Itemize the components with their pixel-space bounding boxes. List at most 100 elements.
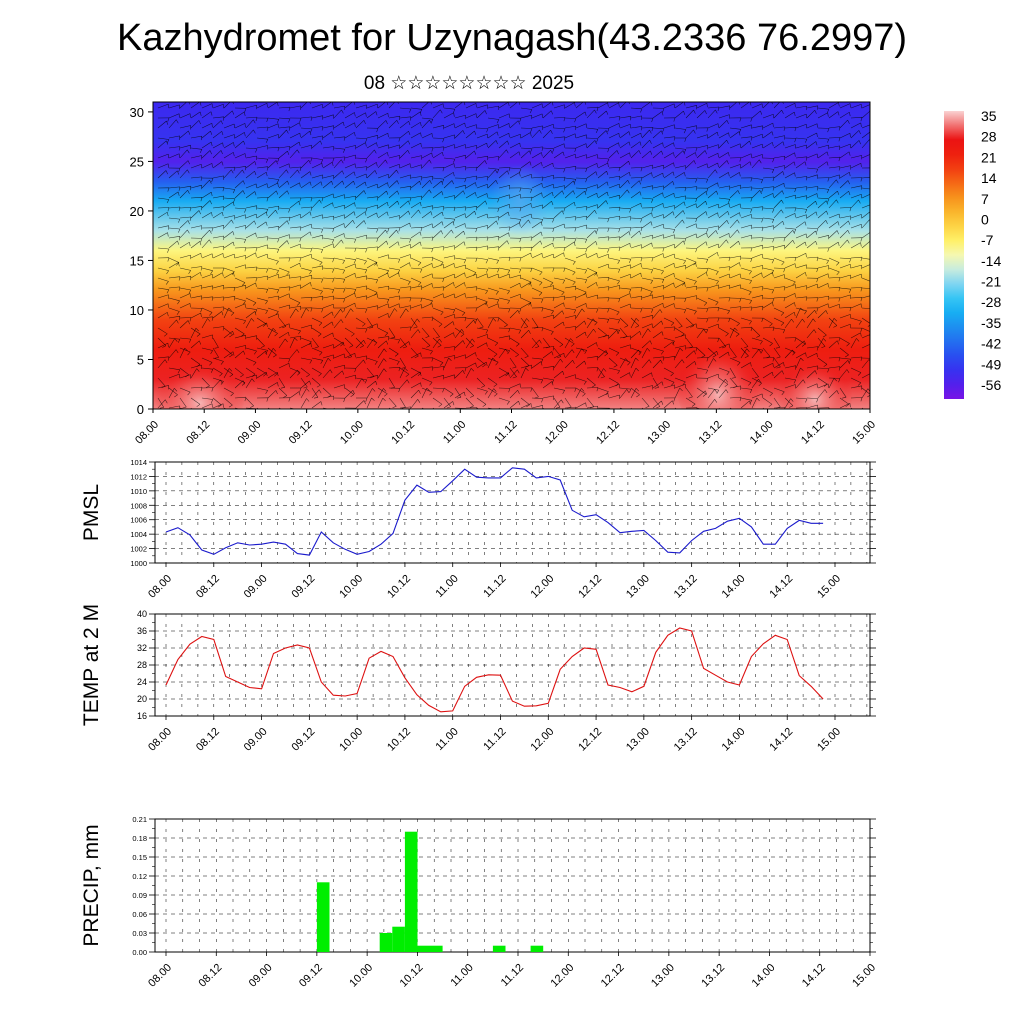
wind-barb-flag [420,132,422,137]
wind-barb-flag [350,308,354,312]
wind-barb-flag [596,367,599,372]
wind-barb-flag [519,187,522,192]
wind-barb [256,103,268,109]
wind-barb-flag [214,357,219,359]
wind-barb-flag [540,240,543,245]
wind-barb [718,120,728,129]
wind-barb [487,236,499,239]
wind-barb-flag [200,308,203,313]
wind-barb-flag [596,342,598,347]
wind-barb [806,256,819,259]
wind-barb [685,125,697,129]
wind-barb-flag [266,126,269,131]
wind-barb [234,247,247,249]
wind-barb [388,180,398,189]
wind-barb [718,220,728,229]
wind-barb-flag [706,103,708,108]
wind-barb-flag [209,312,213,316]
wind-barb-flag [638,349,641,354]
wind-barb-flag [229,334,233,338]
wind-barb [300,231,311,239]
wind-barb-flag [628,259,632,264]
wind-barb-flag [800,357,804,361]
wind-barb [520,252,531,259]
wind-barb [773,220,783,229]
wind-barb-flag [242,382,246,386]
wind-barb [256,317,267,325]
wind-barb-flag [663,185,665,190]
wind-barb [696,150,706,159]
wind-barb-flag [551,351,554,356]
wind-barb [278,357,291,360]
wind-barb [795,340,805,349]
wind-barb [476,257,488,260]
wind-barb [630,226,643,229]
colorbar-label: 7 [981,191,989,207]
wind-barb-flag [731,377,736,379]
wind-barb [575,303,587,309]
wind-barb [718,377,729,385]
wind-barb-flag [519,268,522,273]
wind-barb [817,210,827,219]
wind-barb-flag [299,182,301,187]
wind-barb [806,370,816,379]
wind-barb-flag [430,350,433,355]
wind-barb-flag [706,268,709,273]
wind-barb-flag [607,218,610,223]
wind-barb [333,233,345,239]
wind-barb-flag [673,397,676,402]
wind-barb-flag [431,366,434,371]
wind-barb [663,162,674,169]
wind-barb-flag [266,172,268,177]
wind-barb-flag [332,258,335,263]
wind-barb-flag [617,260,620,264]
wind-barb [432,177,444,180]
wind-barb [410,304,422,309]
wind-barb-flag [440,109,443,114]
y-tick-label: 40 [137,609,147,619]
wind-barb-flag [265,139,269,143]
wind-barb [619,303,631,309]
wind-barb [487,347,498,355]
wind-barb [388,337,400,341]
wind-barb-flag [793,161,796,166]
wind-barb [652,309,661,319]
wind-barb [179,207,192,209]
wind-barb-flag [385,159,388,164]
wind-barb [817,161,828,169]
wind-barb-flag [417,399,421,403]
wind-barb-flag [363,190,366,195]
wind-barb-flag [560,358,563,363]
wind-barb [498,273,510,279]
wind-barb-flag [320,290,323,295]
wind-barb [663,263,675,269]
wind-barb [542,346,554,349]
wind-barb-flag [198,120,201,125]
wind-barb-flag [817,105,819,110]
wind-barb-flag [506,401,510,405]
wind-barb [707,350,717,359]
wind-barb-flag [715,109,718,114]
wind-barb [729,190,739,199]
wind-barb [399,116,411,119]
wind-barb [740,387,752,390]
wind-barb-flag [737,190,740,195]
wind-barb-flag [618,216,621,221]
wind-barb-flag [332,332,334,337]
wind-barb-flag [209,362,213,366]
wind-barb-flag [783,297,786,302]
x-tick-label: 08.00 [133,419,161,447]
wind-barb-flag [420,382,422,387]
wind-barb [773,199,782,209]
wind-barb [608,246,621,249]
wind-barb-flag [660,350,664,355]
wind-barb-flag [816,186,819,191]
wind-barb-flag [508,372,510,377]
wind-barb-flag [199,149,203,154]
wind-barb-flag [717,212,719,217]
wind-barb-flag [838,145,841,150]
wind-barb [289,122,300,129]
wind-barb-flag [815,141,818,146]
wind-barb [806,365,818,369]
wind-barb [531,337,540,347]
